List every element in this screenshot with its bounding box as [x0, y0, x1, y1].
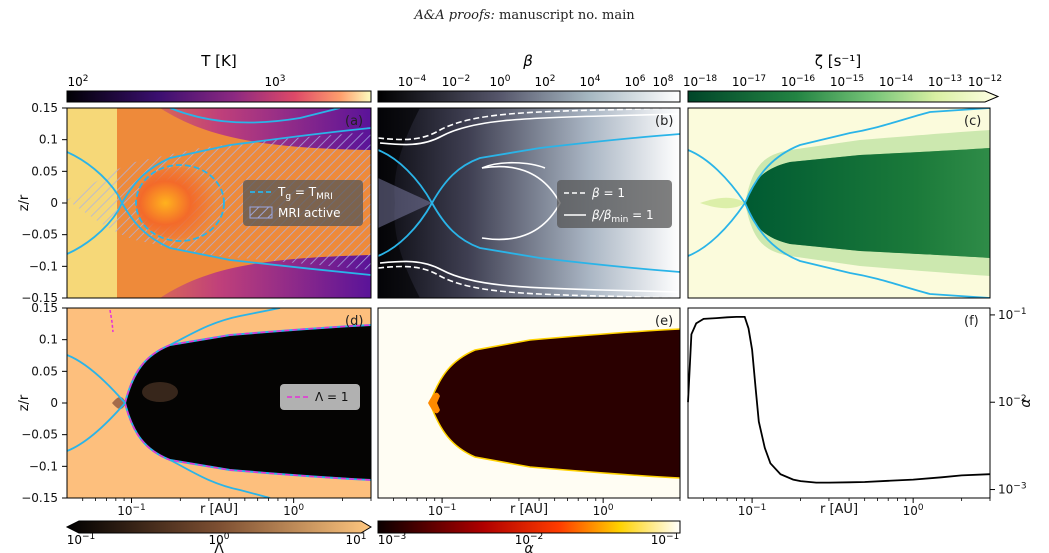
x-tick-label: 100 — [283, 503, 304, 518]
xlabel-d: r [AU] — [200, 502, 238, 517]
tick-label: 10−16 — [781, 74, 816, 89]
x-tick-label: 100 — [593, 503, 614, 518]
colorbar-temperature: T [K] 102 103 — [66, 52, 372, 103]
panel-f-label: (f) — [964, 314, 979, 329]
tick-label: 104 — [579, 74, 600, 89]
ylabel-bottom: z/r — [17, 394, 32, 411]
panel-e-label: (e) — [655, 314, 673, 329]
legend-mri-active: MRI active — [278, 206, 341, 220]
x-tick-label: 10−1 — [117, 503, 146, 518]
legend-lambda: Λ = 1 — [315, 390, 349, 404]
colorbar-label-beta: β — [522, 52, 533, 70]
x-tick-label: 10−1 — [428, 503, 457, 518]
panel-d-label: (d) — [345, 314, 363, 329]
y-tick-label: −0.05 — [21, 428, 58, 442]
colorbar-alpha: 10−3 10−2 10−1 α — [377, 520, 681, 553]
colorbar-label-alpha: α — [524, 541, 534, 553]
panel-a-legend: Tg = TMRI MRI active — [243, 180, 363, 226]
panel-d-heatmap — [67, 308, 371, 498]
y-tick-label: 0 — [50, 196, 58, 210]
tick-label: 10−1 — [651, 532, 680, 547]
xlabel-e: r [AU] — [510, 502, 548, 517]
panel-a-heatmap — [67, 108, 371, 298]
colorbar-zeta: ζ [s⁻¹] 10−18 10−17 10−16 10−15 10−14 10… — [683, 52, 1002, 103]
tick-label: 10−2 — [442, 74, 471, 89]
tick-label: 10−3 — [378, 532, 407, 547]
panel-b-legend: β = 1 β/βmin = 1 — [557, 180, 672, 228]
ylabel-alpha: α — [1018, 398, 1034, 408]
tick-label: 103 — [264, 74, 285, 89]
tick-label: 10−14 — [879, 74, 914, 89]
colorbar-beta: β 10−4 10−2 100 102 104 106 108 — [377, 52, 681, 103]
y-tick-label: −0.1 — [29, 259, 58, 273]
y-tick-label: 0.1 — [39, 133, 58, 147]
panel-c-heatmap — [688, 108, 990, 298]
tick-label: 100 — [489, 74, 510, 89]
y-tick-label: −0.05 — [21, 228, 58, 242]
y-tick-label: −0.15 — [21, 291, 58, 305]
legend-beta-min: β/βmin = 1 — [591, 208, 654, 225]
xlabel-f: r [AU] — [820, 502, 858, 517]
page-header: A&A proofs: manuscript no. main — [0, 8, 1049, 23]
tick-label: 108 — [652, 74, 673, 89]
y-tick-label: 0.05 — [31, 164, 58, 178]
colorbar-label-zeta: ζ [s⁻¹] — [815, 52, 861, 70]
tick-label: 10−17 — [732, 74, 766, 89]
panel-b-frame — [377, 107, 681, 299]
manuscript-id: manuscript no. main — [499, 8, 635, 23]
ylabel-top: z/r — [17, 194, 32, 211]
y-tick-label: 0 — [50, 396, 58, 410]
y-tick-label: 0.1 — [39, 333, 58, 347]
x-tick-label: 100 — [903, 503, 924, 518]
panel-f-plot — [687, 316, 991, 484]
colorbar-label-temperature: T [K] — [200, 52, 236, 70]
tick-label: 10−18 — [683, 74, 718, 89]
tick-label: 102 — [534, 74, 555, 89]
tick-label: 10−4 — [398, 74, 427, 89]
panel-c-label: (c) — [964, 114, 981, 129]
panel-a-label: (a) — [345, 114, 363, 129]
yticks-panel-a: 0.15 0.1 0.05 0 −0.05 −0.1 −0.15 — [21, 101, 67, 305]
tick-label: 106 — [624, 74, 645, 89]
panel-e-heatmap — [378, 308, 680, 498]
y-tick-label: 0.15 — [31, 301, 58, 315]
tick-label: 10−1 — [67, 532, 96, 547]
tick-label: 10−13 — [928, 74, 962, 89]
alpha-series-line — [687, 316, 991, 484]
panel-b-label: (b) — [655, 114, 673, 129]
panel-f-background — [688, 308, 990, 498]
panel-d-legend: Λ = 1 — [280, 384, 360, 410]
x-tick-label: 10−1 — [738, 503, 767, 518]
y-tick-label: −0.1 — [29, 459, 58, 473]
y-tick-label: −0.15 — [21, 491, 58, 505]
tick-label: 10−15 — [830, 74, 864, 89]
yticks-panel-d: 0.15 0.1 0.05 0 −0.05 −0.1 −0.15 — [21, 301, 67, 505]
journal-name: A&A proofs: — [414, 8, 495, 23]
panel-e-frame — [377, 307, 681, 499]
panel-c-frame — [687, 107, 991, 299]
panel-f-frame — [687, 307, 991, 499]
tick-label: 10−12 — [968, 74, 1002, 89]
y-tick-label: 0.05 — [31, 364, 58, 378]
colorbar-lambda: 10−1 100 101 Λ — [65, 520, 372, 553]
y-tick-label: 10−3 — [998, 482, 1027, 497]
y-tick-label: 0.15 — [31, 101, 58, 115]
legend-beta-1: β = 1 — [591, 186, 625, 200]
y-tick-label: 10−1 — [998, 307, 1027, 322]
tick-label: 101 — [345, 532, 366, 547]
colorbar-label-lambda: Λ — [214, 541, 224, 553]
tick-label: 102 — [67, 74, 88, 89]
